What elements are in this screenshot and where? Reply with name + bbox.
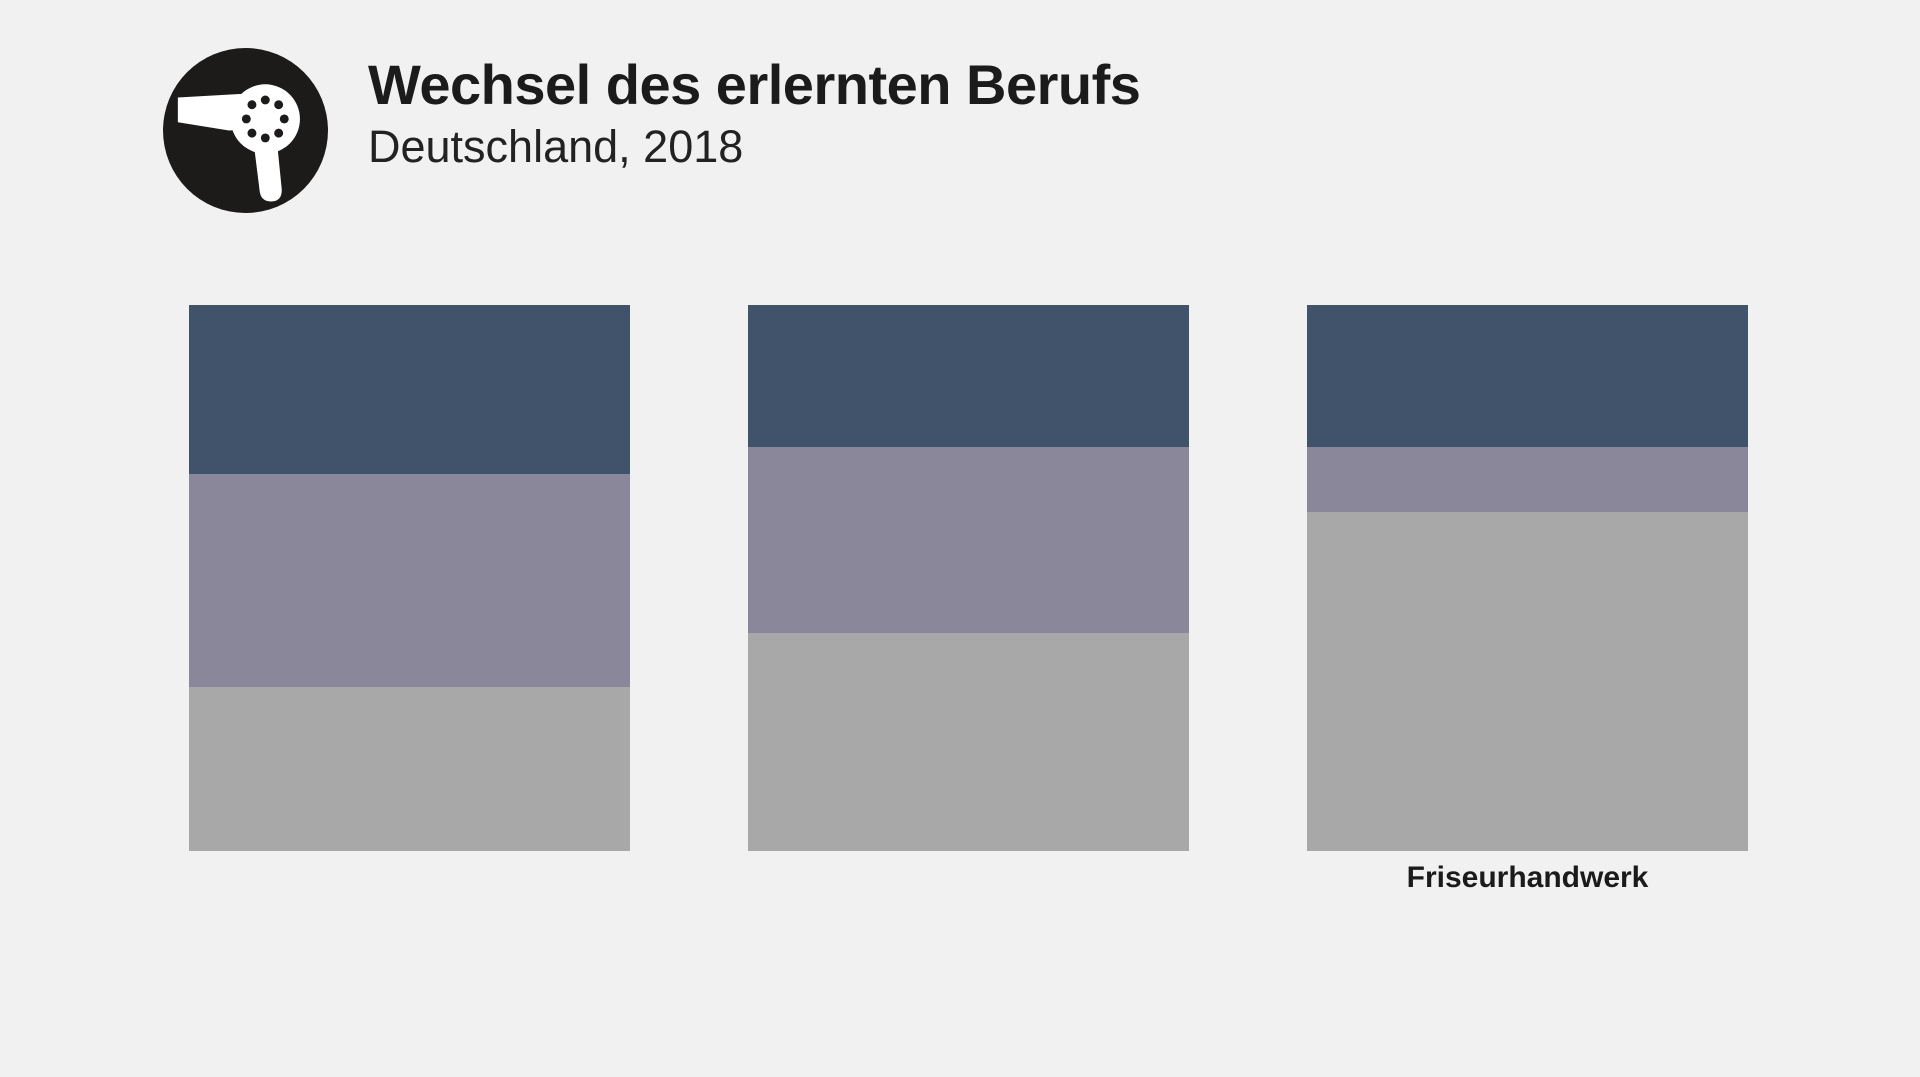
bar-3-segment-top-dark-blue: [1307, 305, 1748, 447]
hair-dryer-icon: [163, 48, 328, 213]
bar-1-segment-bottom-light-gray: [189, 687, 630, 851]
bar-2-segment-bottom-light-gray: [748, 632, 1189, 851]
bar-3-label: Friseurhandwerk: [1406, 861, 1649, 894]
chart: Friseurhandwerk: [189, 305, 1748, 894]
bar-1-segment-middle-purple-gray: [189, 474, 630, 688]
page-title: Wechsel des erlernten Berufs: [368, 53, 1141, 116]
bar-2: [748, 305, 1189, 851]
page-subtitle: Deutschland, 2018: [368, 121, 744, 173]
bar-1-segment-top-dark-blue: [189, 305, 630, 475]
bar-2-segment-top-dark-blue: [748, 305, 1189, 447]
logo: [163, 48, 328, 213]
bar-1: [189, 305, 630, 851]
bar-3-segment-bottom-light-gray: [1307, 512, 1748, 851]
bar-3: Friseurhandwerk: [1307, 305, 1748, 894]
title-block: Wechsel des erlernten Berufs Deutschland…: [368, 52, 1141, 174]
bar-3-segment-middle-purple-gray: [1307, 446, 1748, 513]
bar-2-segment-middle-purple-gray: [748, 446, 1189, 633]
header: Wechsel des erlernten Berufs Deutschland…: [0, 0, 1920, 230]
